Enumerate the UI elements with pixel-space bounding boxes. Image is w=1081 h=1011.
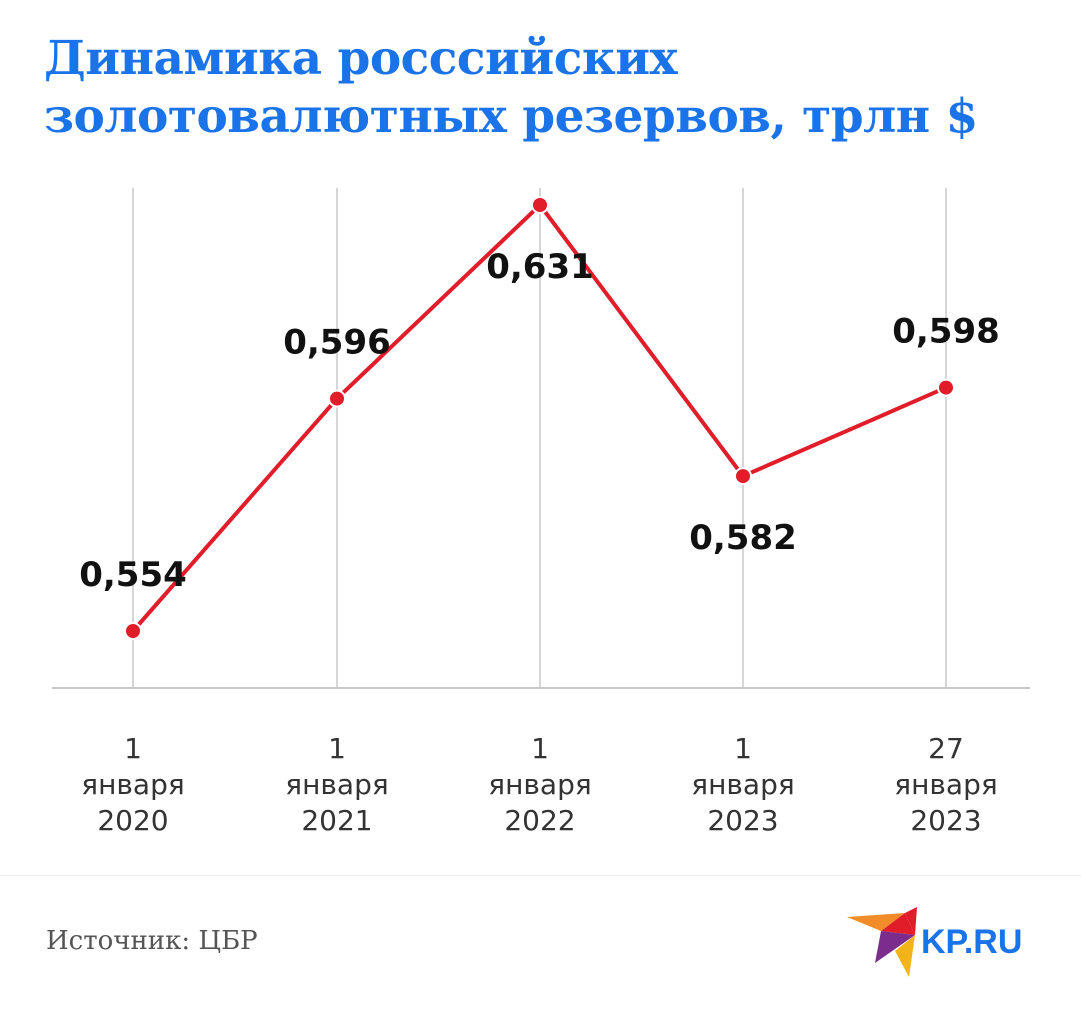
chart-title-line-2: золотовалютных резервов, трлн $ — [44, 89, 978, 144]
swallow-bird-icon — [847, 907, 917, 977]
x-tick-label-1-0: 1 — [328, 732, 346, 765]
data-point-4 — [937, 378, 955, 397]
data-label-1: 0,596 — [283, 323, 391, 363]
data-point-1 — [328, 389, 346, 408]
x-tick-label-3-0: 1 — [734, 732, 752, 765]
x-tick-label-2-1: января — [488, 768, 591, 801]
x-tick-label-0-2: 2020 — [97, 804, 168, 837]
data-label-3: 0,582 — [689, 518, 797, 558]
x-tick-label-1-2: 2021 — [301, 804, 372, 837]
source-note: Источник: ЦБР — [46, 926, 258, 956]
data-point-0 — [124, 622, 142, 640]
chart-title-line-1: Динамика россcийских — [44, 31, 678, 86]
data-label-2: 0,631 — [486, 247, 594, 287]
x-tick-label-4-2: 2023 — [910, 804, 981, 837]
x-tick-label-4-0: 27 — [928, 732, 964, 765]
chart-title: Динамика россcийских золотовалютных резе… — [44, 30, 1044, 146]
data-point-2 — [531, 196, 549, 214]
x-tick-label-3-1: января — [691, 768, 794, 801]
logo-text: KP.RU — [921, 923, 1022, 961]
x-tick-label-2-2: 2022 — [504, 804, 575, 837]
footer-divider — [0, 875, 1081, 876]
x-tick-label-1-1: января — [285, 768, 388, 801]
line-chart: 0,5540,5960,6310,5820,5981января20201янв… — [52, 188, 1030, 837]
data-label-0: 0,554 — [79, 555, 187, 595]
x-tick-label-3-2: 2023 — [707, 804, 778, 837]
data-point-3 — [734, 467, 752, 486]
x-tick-label-2-0: 1 — [531, 732, 549, 765]
data-label-4: 0,598 — [892, 312, 1000, 352]
x-tick-label-4-1: января — [894, 768, 997, 801]
x-tick-label-0-0: 1 — [124, 732, 142, 765]
x-tick-label-0-1: января — [81, 768, 184, 801]
kp-ru-logo: KP.RU — [847, 907, 1022, 977]
